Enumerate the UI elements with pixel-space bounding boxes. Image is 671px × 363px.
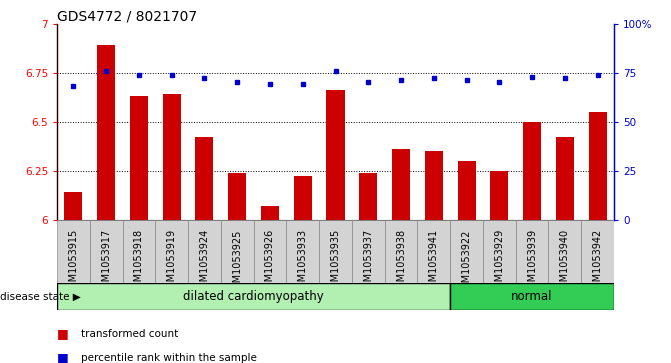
Text: ■: ■ (57, 327, 69, 340)
Bar (57, 283, 450, 310)
Bar (130, 96, 148, 220)
Text: GSM1053922: GSM1053922 (462, 229, 472, 294)
Text: GSM1053917: GSM1053917 (101, 229, 111, 294)
Bar (581, 220, 614, 283)
Bar (458, 161, 476, 220)
Text: transformed count: transformed count (81, 329, 178, 339)
Bar (483, 220, 516, 283)
Bar (417, 220, 450, 283)
Bar (188, 220, 221, 283)
Text: GSM1053937: GSM1053937 (363, 229, 373, 294)
Bar (254, 220, 287, 283)
Bar (261, 206, 279, 220)
Text: GSM1053918: GSM1053918 (134, 229, 144, 294)
Text: GSM1053929: GSM1053929 (495, 229, 505, 294)
Bar (195, 137, 213, 220)
Bar (287, 220, 319, 283)
Bar (588, 112, 607, 220)
Bar (155, 220, 188, 283)
Bar (425, 151, 443, 220)
Bar (162, 94, 180, 220)
Bar (123, 220, 155, 283)
Bar (294, 176, 312, 220)
Text: GSM1053935: GSM1053935 (331, 229, 340, 294)
Text: percentile rank within the sample: percentile rank within the sample (81, 352, 256, 363)
Text: GSM1053941: GSM1053941 (429, 229, 439, 294)
Bar (319, 220, 352, 283)
Bar (491, 171, 509, 220)
Text: GSM1053940: GSM1053940 (560, 229, 570, 294)
Bar (57, 220, 90, 283)
Bar (450, 220, 483, 283)
Text: GSM1053926: GSM1053926 (265, 229, 275, 294)
Text: GSM1053919: GSM1053919 (166, 229, 176, 294)
Bar (221, 220, 254, 283)
Bar (97, 45, 115, 220)
Bar (523, 122, 541, 220)
Text: GDS4772 / 8021707: GDS4772 / 8021707 (57, 9, 197, 23)
Bar (384, 220, 417, 283)
Text: normal: normal (511, 290, 553, 303)
Text: GSM1053938: GSM1053938 (396, 229, 406, 294)
Bar (90, 220, 123, 283)
Bar (548, 220, 581, 283)
Text: GSM1053942: GSM1053942 (592, 229, 603, 294)
Text: GSM1053933: GSM1053933 (298, 229, 308, 294)
Bar (516, 220, 548, 283)
Bar (327, 90, 344, 220)
Text: disease state ▶: disease state ▶ (0, 292, 81, 302)
Bar (352, 220, 384, 283)
Bar (359, 172, 377, 220)
Text: ■: ■ (57, 351, 69, 363)
Text: GSM1053924: GSM1053924 (199, 229, 209, 294)
Bar (64, 192, 83, 220)
Bar (392, 149, 410, 220)
Text: GSM1053925: GSM1053925 (232, 229, 242, 294)
Text: GSM1053939: GSM1053939 (527, 229, 537, 294)
Bar (556, 137, 574, 220)
Bar (450, 283, 614, 310)
Text: dilated cardiomyopathy: dilated cardiomyopathy (183, 290, 324, 303)
Text: GSM1053915: GSM1053915 (68, 229, 79, 294)
Bar (228, 172, 246, 220)
